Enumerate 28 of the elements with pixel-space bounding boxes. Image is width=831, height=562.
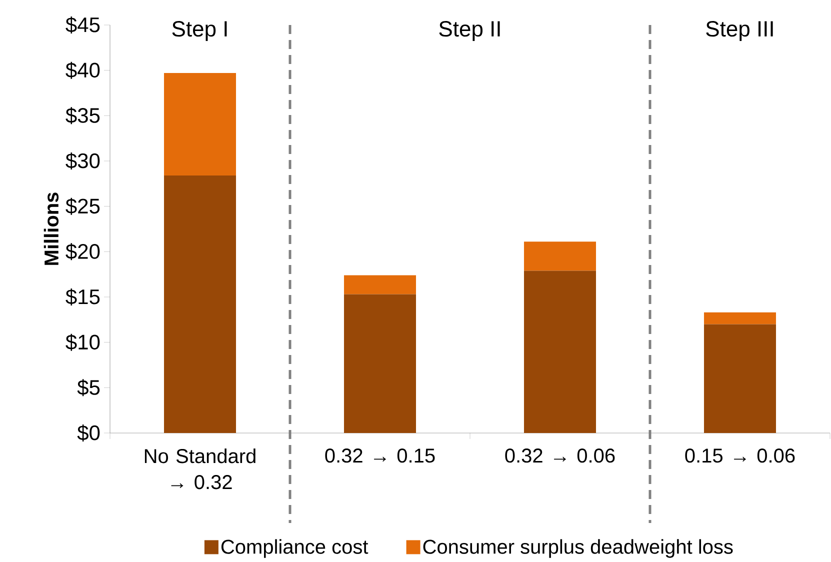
bar: [164, 73, 236, 176]
x-tick-label: 0.15 → 0.06: [685, 448, 795, 463]
bar: [164, 176, 236, 433]
y-tick-label: $5: [77, 379, 100, 396]
bar: [524, 270, 596, 433]
y-tick-label: $0: [77, 424, 100, 442]
y-tick-label: $40: [66, 62, 100, 79]
y-tick-label: $10: [66, 334, 100, 351]
y-tick-label: $15: [66, 288, 100, 306]
x-tick-label: No Standard → 0.32: [144, 448, 256, 490]
legend-label: Compliance cost: [221, 539, 368, 558]
bar: [344, 275, 416, 294]
annotation: Step II: [439, 21, 500, 41]
y-tick-label: $35: [66, 107, 100, 124]
bar: [704, 312, 776, 324]
x-tick-label: 0.32 → 0.15: [325, 448, 435, 463]
y-axis-title: Millions: [44, 192, 59, 265]
y-tick-label: $25: [66, 198, 100, 215]
y-tick-label: $20: [66, 243, 100, 260]
legend-label: Consumer surplus deadweight loss: [423, 539, 733, 558]
bar: [524, 242, 596, 271]
y-tick-label: $45: [66, 16, 100, 34]
annotation: Step I: [172, 21, 227, 41]
bar: [704, 324, 776, 433]
y-tick-label: $30: [66, 152, 100, 170]
annotation: Step III: [706, 21, 773, 41]
x-tick-label: 0.32 → 0.06: [505, 448, 615, 463]
bar: [344, 294, 416, 433]
